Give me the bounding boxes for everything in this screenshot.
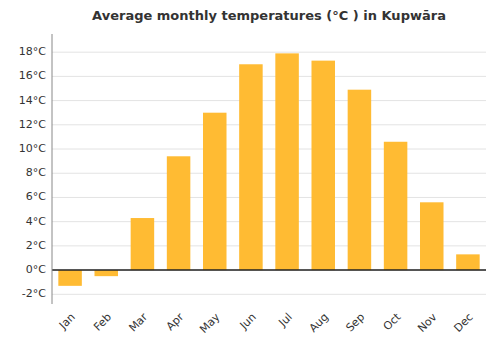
grid-line <box>52 124 486 125</box>
title: Average monthly temperatures (°C ) in Ku… <box>92 8 446 23</box>
y-tick-label: 0°C <box>26 263 46 276</box>
chart-svg: -2°C 0°C 2°C 4°C 6°C 8°C 10°C 12°C 14°C 16°C 18°C J… <box>0 0 500 350</box>
x-tick-label: Nov <box>415 310 440 335</box>
x-tick-label: Mar <box>126 310 150 334</box>
bar <box>456 254 480 270</box>
y-tick-label: 10°C <box>19 142 46 155</box>
bar <box>94 270 118 276</box>
bar <box>167 156 191 270</box>
y-tick-label: -2°C <box>22 287 46 300</box>
bar <box>203 113 227 270</box>
grid <box>52 52 486 294</box>
x-tick-label: Apr <box>164 310 187 333</box>
bar <box>58 270 82 286</box>
y-tick-label: 14°C <box>19 94 46 107</box>
grid-line <box>52 294 486 295</box>
bar <box>131 218 155 270</box>
x-tick-label: Jan <box>56 311 78 333</box>
x-tick-label: Jul <box>276 311 295 330</box>
y-tick-label: 6°C <box>26 190 46 203</box>
grid-line <box>52 173 486 174</box>
grid-line <box>52 52 486 53</box>
bar <box>275 53 299 270</box>
x-tick-label: May <box>197 310 223 336</box>
chart-container: -2°C 0°C 2°C 4°C 6°C 8°C 10°C 12°C 14°C 16°C 18°C J… <box>0 0 500 350</box>
grid-line <box>52 76 486 77</box>
y-tick-label: 4°C <box>26 215 46 228</box>
bar <box>384 142 408 270</box>
grid-line <box>52 100 486 101</box>
bar <box>420 202 444 270</box>
x-tick-label: Dec <box>451 311 475 335</box>
y-tick-label: 2°C <box>26 239 46 252</box>
x-tick-label: Feb <box>91 311 114 334</box>
grid-line <box>52 197 486 198</box>
y-tick-label: 8°C <box>26 166 46 179</box>
x-tick-label: Aug <box>307 311 331 335</box>
y-tick-label: 12°C <box>19 118 46 131</box>
bars <box>58 53 479 285</box>
grid-line <box>52 149 486 150</box>
y-tick-label: 18°C <box>19 45 46 58</box>
bar <box>311 61 335 270</box>
grid-line <box>52 270 486 271</box>
y-tick-label: 16°C <box>19 69 46 82</box>
x-tick-label: Jun <box>237 311 259 333</box>
y-axis-line <box>52 34 53 304</box>
bar <box>348 90 372 270</box>
x-tick-label: Oct <box>381 310 404 333</box>
zero-line <box>52 269 486 271</box>
bar <box>239 64 263 270</box>
x-tick-label: Sep <box>343 311 367 335</box>
